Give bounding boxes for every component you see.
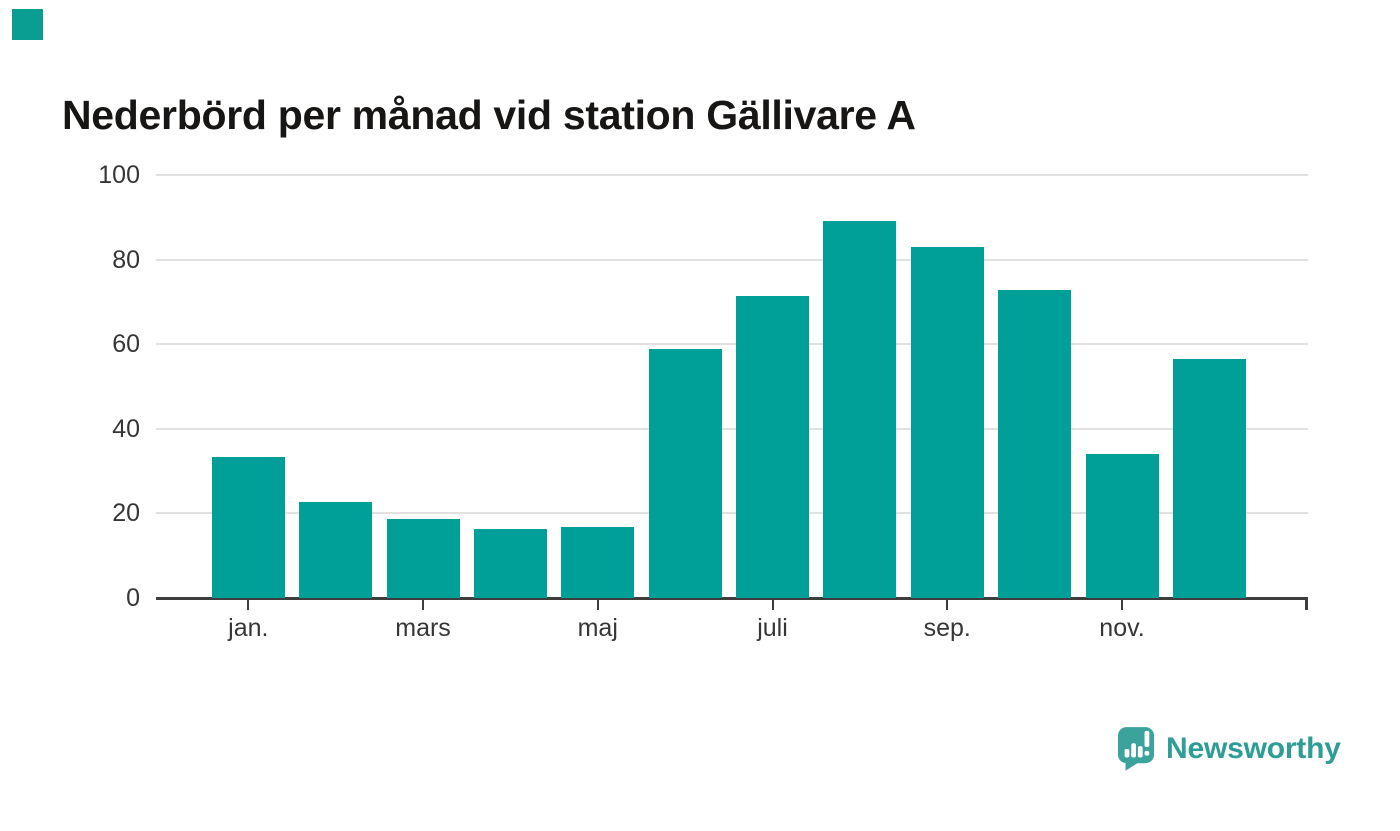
y-axis-label-40: 40 — [112, 414, 140, 443]
x-axis-tick-maj — [596, 599, 599, 610]
bar-month-4 — [474, 529, 547, 598]
x-axis-label-sep.: sep. — [923, 614, 971, 642]
gridline-80 — [156, 258, 1308, 261]
y-axis-label-80: 80 — [112, 245, 140, 274]
x-axis-tick-sep. — [946, 599, 949, 610]
bar-month-2 — [299, 502, 372, 598]
y-axis-label-20: 20 — [112, 499, 140, 528]
x-axis-label-jan.: jan. — [228, 614, 269, 642]
x-axis-tick-nov. — [1121, 599, 1123, 610]
bar-month-1 — [212, 457, 285, 598]
bar-month-12 — [1173, 359, 1246, 598]
gridline-60 — [156, 343, 1308, 346]
bar-month-10 — [998, 290, 1071, 598]
x-axis-tick-mars — [422, 599, 425, 610]
x-axis-tick-jan. — [247, 599, 250, 610]
gridline-20 — [156, 512, 1308, 515]
chart-title: Nederbörd per månad vid station Gällivar… — [62, 92, 916, 139]
bar-month-6 — [649, 349, 722, 598]
gridline-100 — [156, 174, 1308, 176]
brand-name: Newsworthy — [1166, 732, 1341, 765]
bar-month-7 — [736, 296, 809, 598]
bar-month-3 — [387, 519, 460, 598]
x-axis-line — [156, 596, 1308, 600]
y-axis-label-0: 0 — [126, 584, 140, 612]
gridline-40 — [156, 427, 1308, 430]
newsworthy-speech-bubble-chart-icon — [1117, 727, 1155, 771]
y-axis-label-60: 60 — [112, 330, 140, 359]
bar-month-11 — [1086, 454, 1159, 598]
x-axis-label-maj: maj — [577, 614, 618, 642]
bar-month-9 — [911, 247, 984, 598]
brand-logo: Newsworthy — [1117, 724, 1341, 772]
x-axis-tick-juli — [771, 599, 774, 610]
bar-month-8 — [823, 221, 896, 598]
bar-month-5 — [561, 527, 634, 598]
x-axis-label-mars: mars — [395, 614, 451, 642]
x-axis-end-tick — [1305, 599, 1308, 610]
x-axis-label-nov.: nov. — [1099, 614, 1145, 642]
y-axis-label-100: 100 — [98, 161, 140, 189]
x-axis-label-juli: juli — [757, 614, 788, 642]
brand-accent-square — [12, 9, 43, 40]
